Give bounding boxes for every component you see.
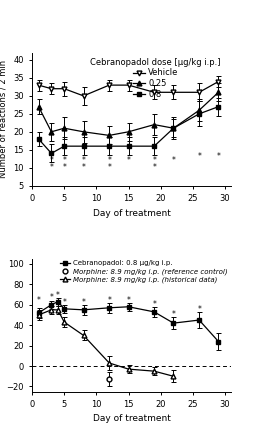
Text: *: * <box>152 156 156 165</box>
Y-axis label: Number of reactions / 2 min: Number of reactions / 2 min <box>0 60 8 178</box>
X-axis label: Day of treatment: Day of treatment <box>93 414 171 423</box>
Text: *: * <box>49 163 53 172</box>
Text: *: * <box>126 296 131 305</box>
Text: *: * <box>62 156 66 165</box>
Text: *: * <box>81 298 86 307</box>
Text: *: * <box>49 293 53 302</box>
Text: *: * <box>62 163 66 172</box>
Text: *: * <box>126 156 131 165</box>
Text: *: * <box>62 298 66 307</box>
Text: *: * <box>81 156 86 165</box>
Text: *: * <box>216 152 221 161</box>
Legend: Vehicle, 0.25, 0.8: Vehicle, 0.25, 0.8 <box>89 57 222 99</box>
Text: *: * <box>152 300 156 309</box>
Text: *: * <box>107 163 111 172</box>
Text: *: * <box>81 163 86 172</box>
Text: *: * <box>197 152 201 161</box>
Text: *: * <box>197 305 201 314</box>
Text: *: * <box>36 296 41 305</box>
Text: *: * <box>56 291 60 300</box>
X-axis label: Day of treatment: Day of treatment <box>93 209 171 217</box>
Text: *: * <box>107 296 111 305</box>
Text: *: * <box>107 156 111 165</box>
Text: *: * <box>152 163 156 172</box>
Legend: Cebranopadol: 0.8 µg/kg i.p., Morphine: 8.9 mg/kg i.p. (​reference control), Mor: Cebranopadol: 0.8 µg/kg i.p., Morphine: … <box>59 260 228 284</box>
Text: *: * <box>171 156 176 165</box>
Text: *: * <box>171 311 176 319</box>
Y-axis label: % of maximum possible effect: % of maximum possible effect <box>0 261 1 389</box>
Text: *: * <box>49 156 53 165</box>
